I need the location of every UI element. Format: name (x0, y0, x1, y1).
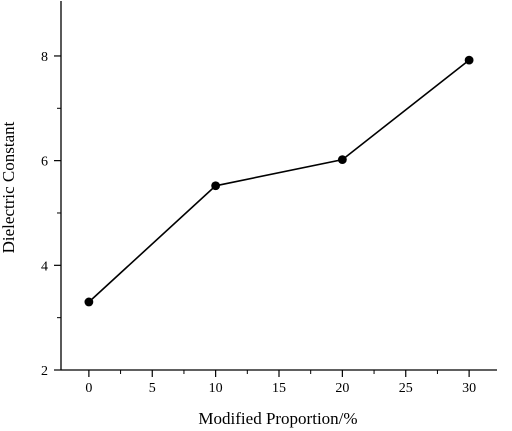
y-tick-label: 4 (41, 259, 48, 274)
y-tick-label: 2 (41, 364, 48, 379)
x-tick-label: 30 (462, 381, 476, 396)
y-tick-label: 6 (41, 155, 48, 170)
x-tick-label: 25 (399, 381, 413, 396)
ticks: 0 5 10 15 20 25 30 2 4 6 8 (41, 50, 476, 396)
y-axis-title: Dielectric Constant (0, 121, 18, 253)
axes (60, 1, 497, 371)
data-point (211, 181, 221, 191)
data-point (464, 55, 474, 65)
x-axis-title: Modified Proportion/% (198, 409, 357, 428)
series-line (88, 59, 470, 303)
x-tick-label: 5 (149, 381, 156, 396)
x-tick-label: 15 (272, 381, 286, 396)
data-point (337, 155, 347, 164)
x-tick-label: 10 (209, 381, 223, 396)
x-tick-label: 20 (335, 381, 349, 396)
data-point (84, 297, 94, 307)
data-series (84, 55, 474, 307)
x-tick-label: 0 (85, 381, 92, 396)
y-tick-label: 8 (41, 50, 48, 65)
